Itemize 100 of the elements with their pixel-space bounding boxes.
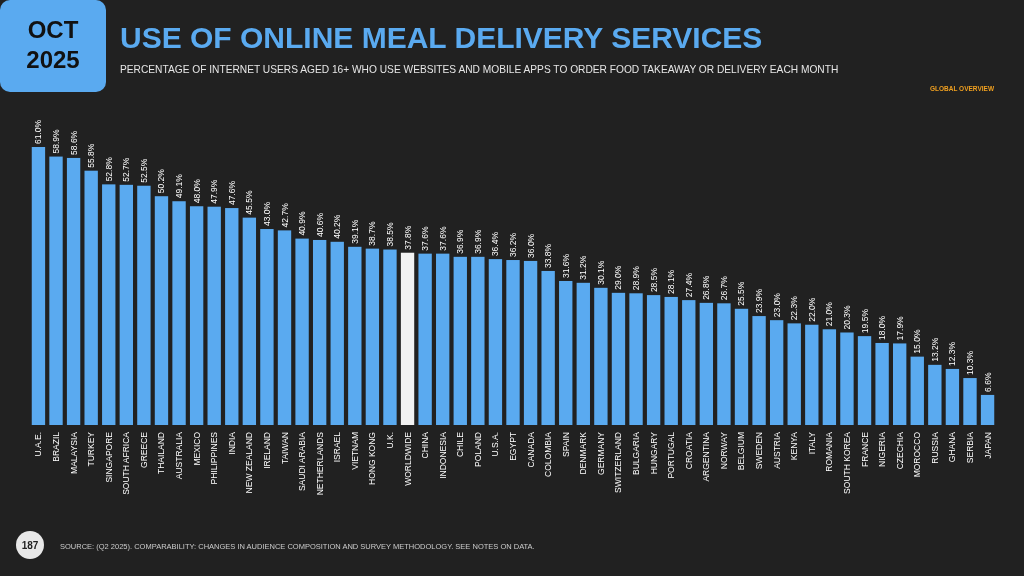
bar	[594, 287, 608, 425]
x-tick-label: WORLDWIDE	[402, 431, 413, 486]
bar	[646, 295, 661, 425]
data-label: 17.9%	[894, 315, 905, 341]
bar	[541, 270, 555, 425]
x-tick-label: AUSTRALIA	[174, 431, 185, 480]
x-tick-label: GREECE	[138, 431, 149, 468]
data-label: 19.5%	[859, 308, 870, 334]
bar	[822, 329, 837, 425]
x-tick-label: HONG KONG	[367, 432, 378, 485]
x-tick-label: NEW ZEALAND	[244, 432, 255, 494]
bar	[295, 238, 309, 425]
bar	[260, 229, 274, 425]
data-label: 36.0%	[525, 233, 536, 258]
bar	[840, 332, 854, 425]
bar	[453, 256, 467, 425]
bar	[523, 260, 538, 425]
x-tick-label: HUNGARY	[648, 431, 659, 475]
bar	[154, 196, 169, 425]
x-tick-label: IRELAND	[261, 432, 272, 469]
x-tick-label: TAIWAN	[279, 432, 290, 465]
data-label: 37.8%	[402, 225, 413, 250]
bar	[119, 184, 133, 425]
data-label: 37.6%	[420, 226, 431, 251]
data-label: 43.0%	[261, 201, 272, 227]
data-label: 23.0%	[771, 292, 782, 318]
x-tick-label: U.K.	[384, 432, 395, 449]
data-label: 10.3%	[964, 350, 975, 376]
bar	[734, 308, 749, 425]
data-label: 48.0%	[191, 178, 202, 204]
bar	[875, 342, 889, 425]
x-tick-label: SERBIA	[964, 431, 975, 464]
bar	[102, 184, 116, 425]
bar	[506, 260, 520, 425]
data-label: 15.0%	[912, 329, 923, 354]
data-label: 37.6%	[437, 226, 448, 251]
data-label: 36.4%	[490, 231, 501, 257]
bar	[857, 336, 872, 425]
data-label: 50.2%	[156, 168, 167, 194]
bar	[805, 324, 819, 425]
bar	[928, 364, 942, 425]
x-tick-label: INDIA	[226, 431, 237, 455]
data-label: 52.7%	[121, 157, 132, 182]
x-tick-label: COLOMBIA	[543, 431, 554, 477]
bar	[963, 378, 977, 425]
bar	[787, 323, 801, 425]
data-label: 61.0%	[33, 119, 44, 144]
bar	[576, 282, 590, 425]
bar	[893, 343, 907, 425]
x-tick-label: CROATIA	[683, 431, 694, 470]
bar	[49, 156, 63, 425]
data-label: 23.9%	[754, 288, 765, 314]
x-tick-label: JAPAN	[982, 432, 993, 459]
data-label: 40.9%	[297, 211, 308, 236]
bar	[383, 249, 397, 425]
data-label: 55.8%	[86, 143, 97, 168]
x-tick-label: THAILAND	[156, 432, 167, 475]
bar	[717, 303, 731, 425]
data-label: 27.4%	[683, 272, 694, 298]
data-label: 18.0%	[877, 315, 888, 340]
data-label: 13.2%	[929, 337, 940, 362]
x-tick-label: VIETNAM	[349, 432, 360, 470]
data-label: 21.0%	[824, 301, 835, 327]
data-label: 28.5%	[648, 267, 659, 293]
x-tick-label: POLAND	[472, 432, 483, 467]
data-label: 30.1%	[595, 260, 606, 285]
x-tick-label: DENMARK	[578, 431, 589, 475]
bar	[84, 170, 98, 425]
x-tick-label: GERMANY	[595, 431, 606, 475]
bar	[945, 368, 960, 425]
data-label: 47.9%	[209, 179, 220, 204]
data-label: 52.5%	[138, 158, 149, 183]
bar	[436, 253, 450, 425]
x-tick-label: SWEDEN	[754, 432, 765, 470]
x-tick-label: MEXICO	[191, 431, 202, 466]
data-label: 26.8%	[701, 275, 712, 300]
data-label: 29.0%	[613, 265, 624, 290]
data-label: 31.2%	[578, 255, 589, 280]
data-label: 28.9%	[631, 265, 642, 291]
data-label: 45.5%	[244, 190, 255, 215]
x-tick-label: TURKEY	[86, 431, 97, 467]
x-tick-label: SAUDI ARABIA	[297, 431, 308, 492]
data-label: 52.8%	[103, 156, 114, 182]
data-label: 40.6%	[314, 212, 325, 237]
x-tick-label: INDONESIA	[437, 431, 448, 479]
bar	[31, 147, 46, 425]
x-tick-label: SWITZERLAND	[613, 432, 624, 493]
x-tick-label: SINGAPORE	[103, 431, 114, 483]
data-label: 22.3%	[789, 295, 800, 321]
bar	[189, 206, 204, 425]
bar	[980, 394, 995, 425]
bar	[348, 246, 362, 425]
x-tick-label: CANADA	[525, 431, 536, 468]
chart-subtitle: PERCENTAGE OF INTERNET USERS AGED 16+ WHO USE WEBSITES AND MOBILE APPS TO ORDER FOOD TAKEAWAY OR DELIVERY EACH MONTH	[120, 64, 839, 75]
bar	[330, 241, 344, 425]
data-label: 33.8%	[543, 243, 554, 268]
data-label: 6.6%	[982, 372, 993, 392]
bar	[418, 253, 432, 425]
bar	[664, 296, 678, 425]
x-tick-label: NORWAY	[718, 431, 729, 470]
